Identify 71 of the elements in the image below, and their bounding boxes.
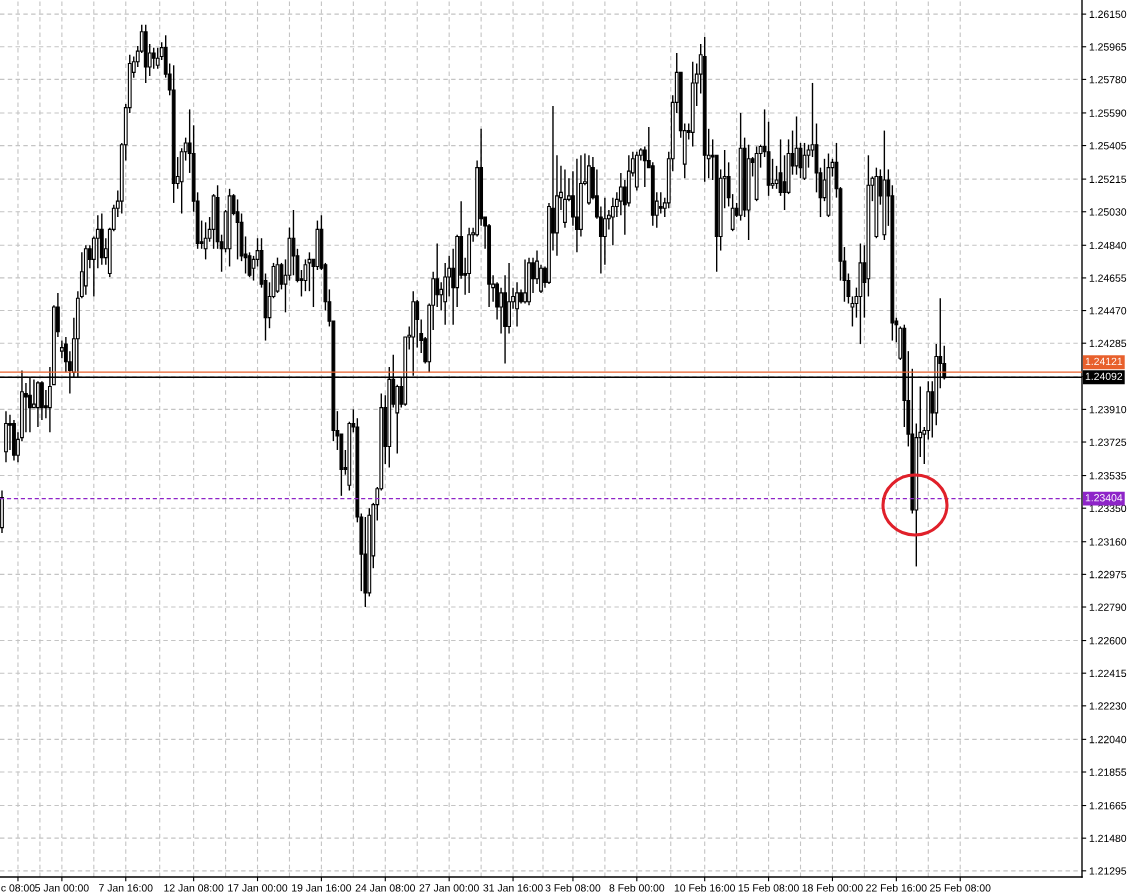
candlestick xyxy=(782,154,787,211)
candlestick xyxy=(279,262,284,291)
y-tick-label: 1.25405 xyxy=(1089,142,1127,150)
candlestick xyxy=(435,242,440,308)
x-tick-label: 7 Jan 16:00 xyxy=(99,884,153,892)
candlestick xyxy=(415,299,420,349)
x-tick-label: 3 Feb 08:00 xyxy=(545,883,601,892)
candlestick xyxy=(307,251,312,292)
candlestick xyxy=(575,158,579,254)
y-tick-label: 1.24840 xyxy=(1089,241,1127,250)
y-tick-label: 1.23725 xyxy=(1089,438,1127,446)
x-tick-label: 15 Feb 08:00 xyxy=(738,883,799,892)
y-tick-label: 1.25780 xyxy=(1089,75,1127,84)
y-tick-label: 1.26150 xyxy=(1089,10,1127,18)
x-tick-label: 12 Jan 08:00 xyxy=(164,884,224,892)
candlestick xyxy=(155,46,160,70)
candlestick xyxy=(774,165,779,190)
y-tick-label: 1.25590 xyxy=(1089,109,1127,117)
y-tick-label: 1.21480 xyxy=(1089,834,1127,843)
y-tick-label: 1.24470 xyxy=(1089,307,1127,315)
y-tick-label: 1.22230 xyxy=(1089,702,1127,710)
candlestick xyxy=(151,46,156,70)
ref-line-label: 1.24092 xyxy=(1085,372,1123,381)
y-tick-label: 1.24655 xyxy=(1089,274,1127,282)
y-tick-label: 1.23350 xyxy=(1089,504,1127,513)
x-tick-label: 19 Jan 16:00 xyxy=(292,884,352,892)
candlestick xyxy=(24,382,28,434)
ref-line-label: 1.23404 xyxy=(1085,494,1123,502)
y-tick-label: 1.21295 xyxy=(1089,867,1127,875)
y-tick-label: 1.22600 xyxy=(1089,637,1127,645)
x-tick-label: 8 Feb 00:00 xyxy=(609,883,665,892)
candlestick xyxy=(610,196,615,246)
candlestick xyxy=(658,191,663,215)
candlestick xyxy=(563,168,567,229)
y-tick-label: 1.22415 xyxy=(1089,669,1127,678)
ref-line-label: 1.24121 xyxy=(1085,357,1123,365)
x-tick-label: 22 Feb 16:00 xyxy=(866,883,927,892)
y-tick-label: 1.23910 xyxy=(1089,405,1127,414)
x-tick-label: 18 Feb 00:00 xyxy=(802,883,863,892)
candlestick xyxy=(798,142,803,179)
y-tick-label: 1.24285 xyxy=(1089,339,1127,348)
y-tick-label: 1.25965 xyxy=(1089,43,1127,51)
x-tick-label: c 08:00 xyxy=(1,884,35,892)
x-tick-label: 17 Jan 00:00 xyxy=(228,884,288,892)
candlestick xyxy=(203,221,208,261)
candlestick xyxy=(794,115,799,176)
x-tick-label: 31 Jan 16:00 xyxy=(483,884,543,892)
candlestick xyxy=(602,196,607,266)
candlestick xyxy=(618,172,623,216)
y-tick-label: 1.21665 xyxy=(1089,802,1127,810)
y-tick-label: 1.23535 xyxy=(1089,472,1127,480)
x-tick-label: 5 Jan 00:00 xyxy=(35,884,89,892)
x-tick-label: 10 Feb 16:00 xyxy=(674,883,735,892)
candlestick xyxy=(235,198,240,261)
y-tick-label: 1.25030 xyxy=(1089,208,1127,216)
y-tick-label: 1.22040 xyxy=(1089,735,1127,744)
candlestick xyxy=(802,142,807,181)
candlestick xyxy=(247,251,252,278)
y-tick-label: 1.22790 xyxy=(1089,603,1127,611)
y-tick-label: 1.25215 xyxy=(1089,175,1127,183)
x-tick-label: 25 Feb 08:00 xyxy=(930,883,991,892)
y-tick-label: 1.23160 xyxy=(1089,538,1127,546)
candlestick xyxy=(523,258,527,305)
candlestick xyxy=(59,339,64,359)
candlestick xyxy=(515,281,519,328)
candlestick xyxy=(303,258,308,292)
x-tick-label: 24 Jan 08:00 xyxy=(355,884,415,892)
y-tick-label: 1.22975 xyxy=(1089,570,1127,579)
x-tick-label: 27 Jan 00:00 xyxy=(419,884,479,892)
y-tick-label: 1.21855 xyxy=(1089,768,1127,776)
candlestick xyxy=(499,286,503,335)
